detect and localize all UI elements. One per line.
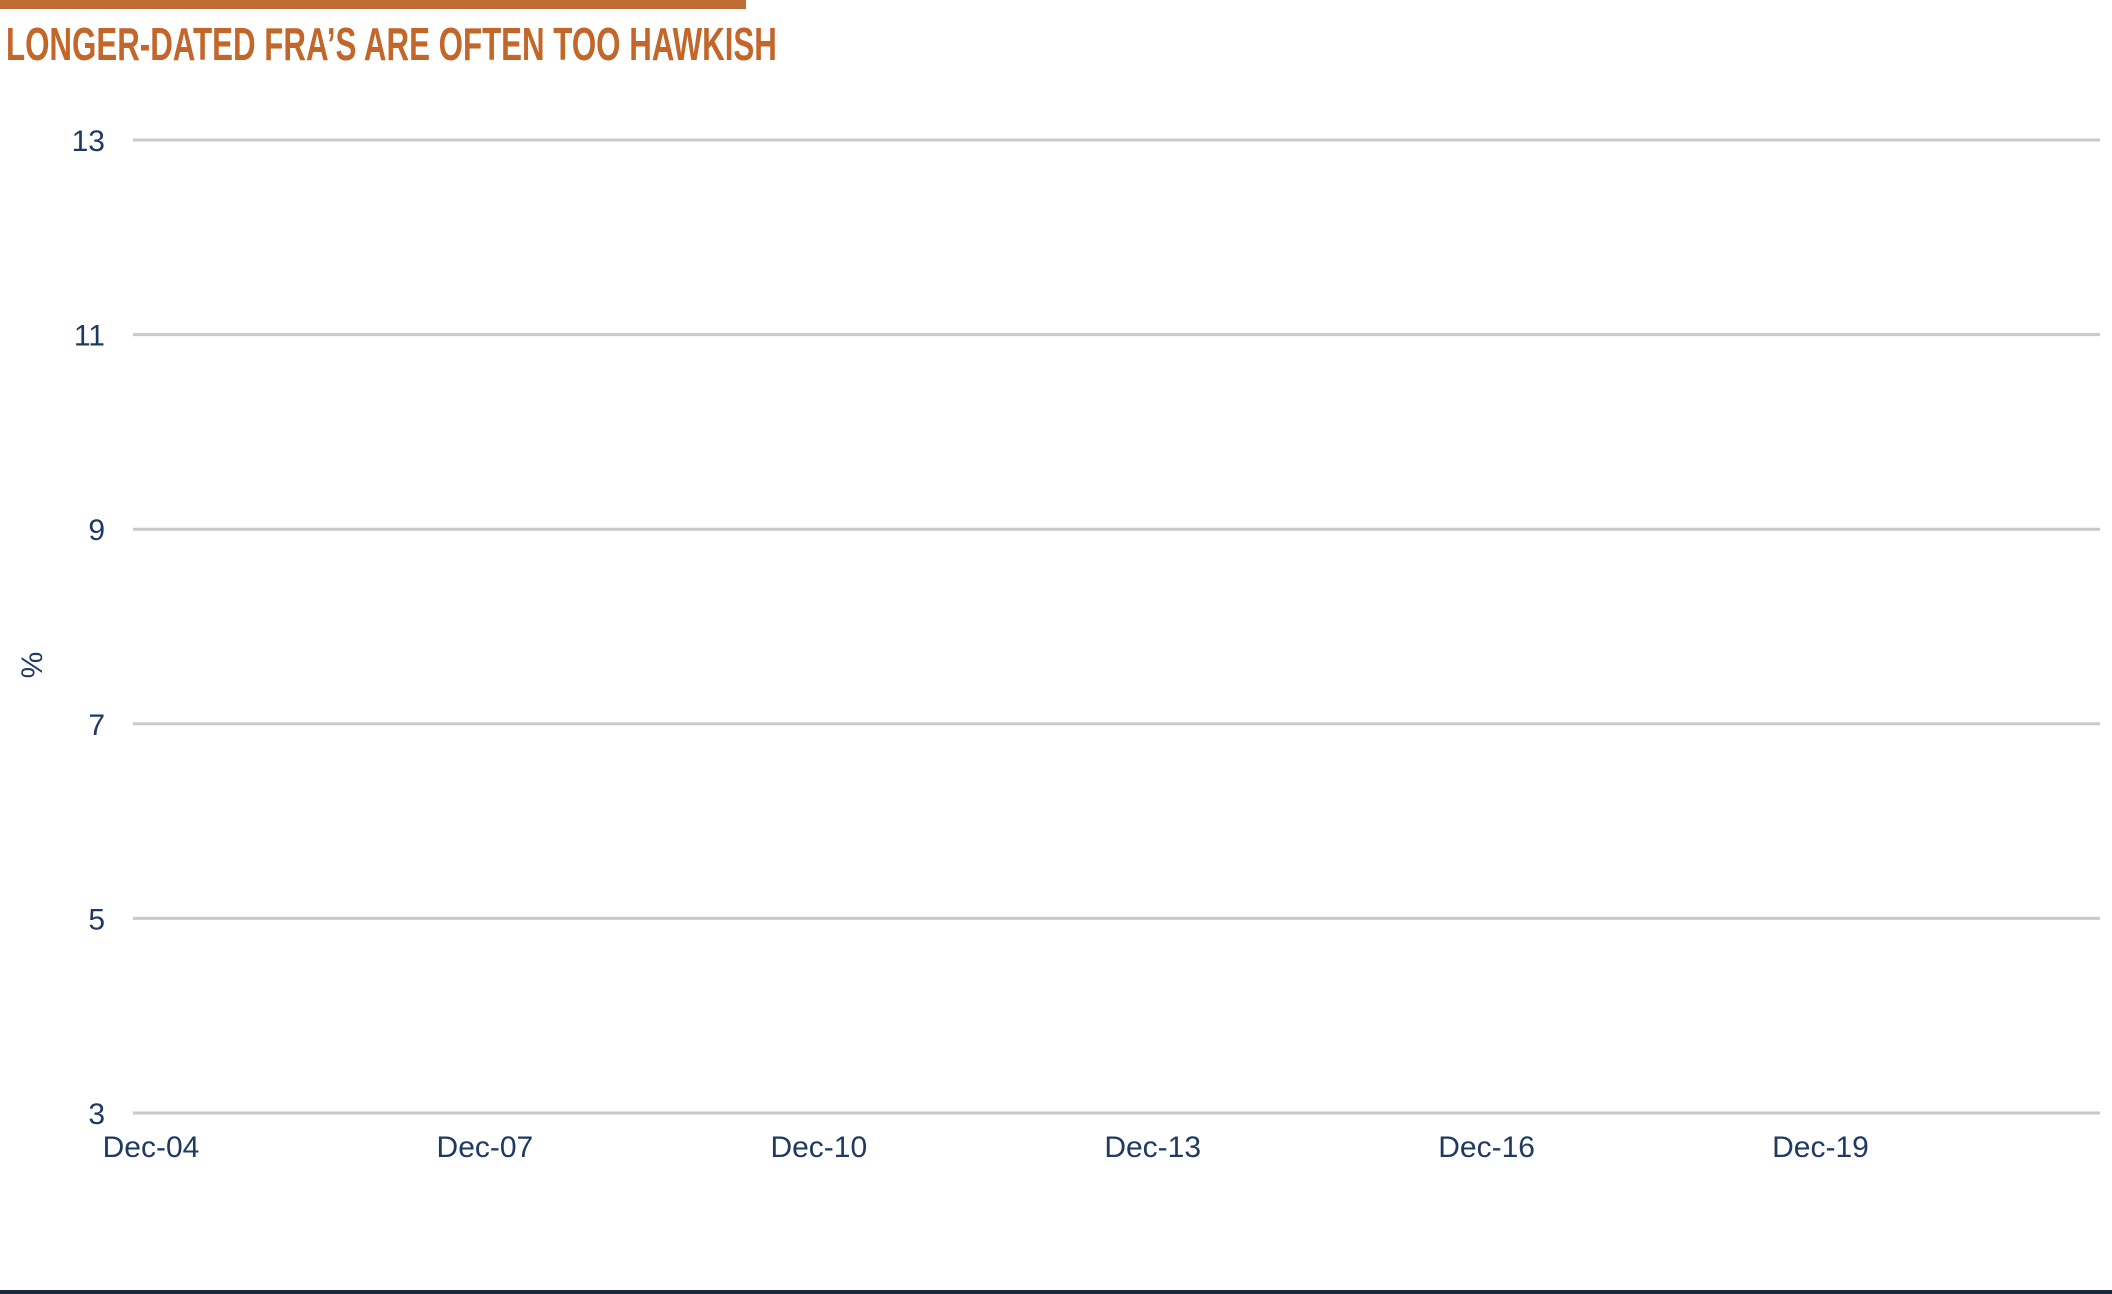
x-tick-label: Dec-13 — [1104, 1131, 1201, 1164]
bottom-border — [0, 1290, 2112, 1294]
y-axis-labels: 13 11 9 7 5 3 — [72, 125, 105, 1131]
x-tick-label: Dec-19 — [1772, 1131, 1869, 1164]
x-axis-labels: Dec-04 Dec-07 Dec-10 Dec-13 Dec-16 Dec-19 — [103, 1131, 1869, 1164]
y-tick-label: 7 — [88, 709, 105, 742]
x-tick-label: Dec-10 — [770, 1131, 867, 1164]
gridlines — [133, 138, 2100, 1115]
page-title: LONGER-DATED FRA’S ARE OFTEN TOO HAWKISH — [6, 19, 777, 70]
y-axis-unit-label: % — [16, 652, 49, 679]
top-accent-bar — [0, 0, 746, 9]
x-tick-label: Dec-07 — [437, 1131, 534, 1164]
y-tick-label: 13 — [72, 125, 105, 158]
y-tick-label: 5 — [88, 903, 105, 936]
y-tick-label: 9 — [88, 514, 105, 547]
y-tick-label: 3 — [88, 1098, 105, 1131]
x-tick-label: Dec-04 — [103, 1131, 200, 1164]
x-tick-label: Dec-16 — [1438, 1131, 1535, 1164]
y-tick-label: 11 — [74, 320, 105, 353]
